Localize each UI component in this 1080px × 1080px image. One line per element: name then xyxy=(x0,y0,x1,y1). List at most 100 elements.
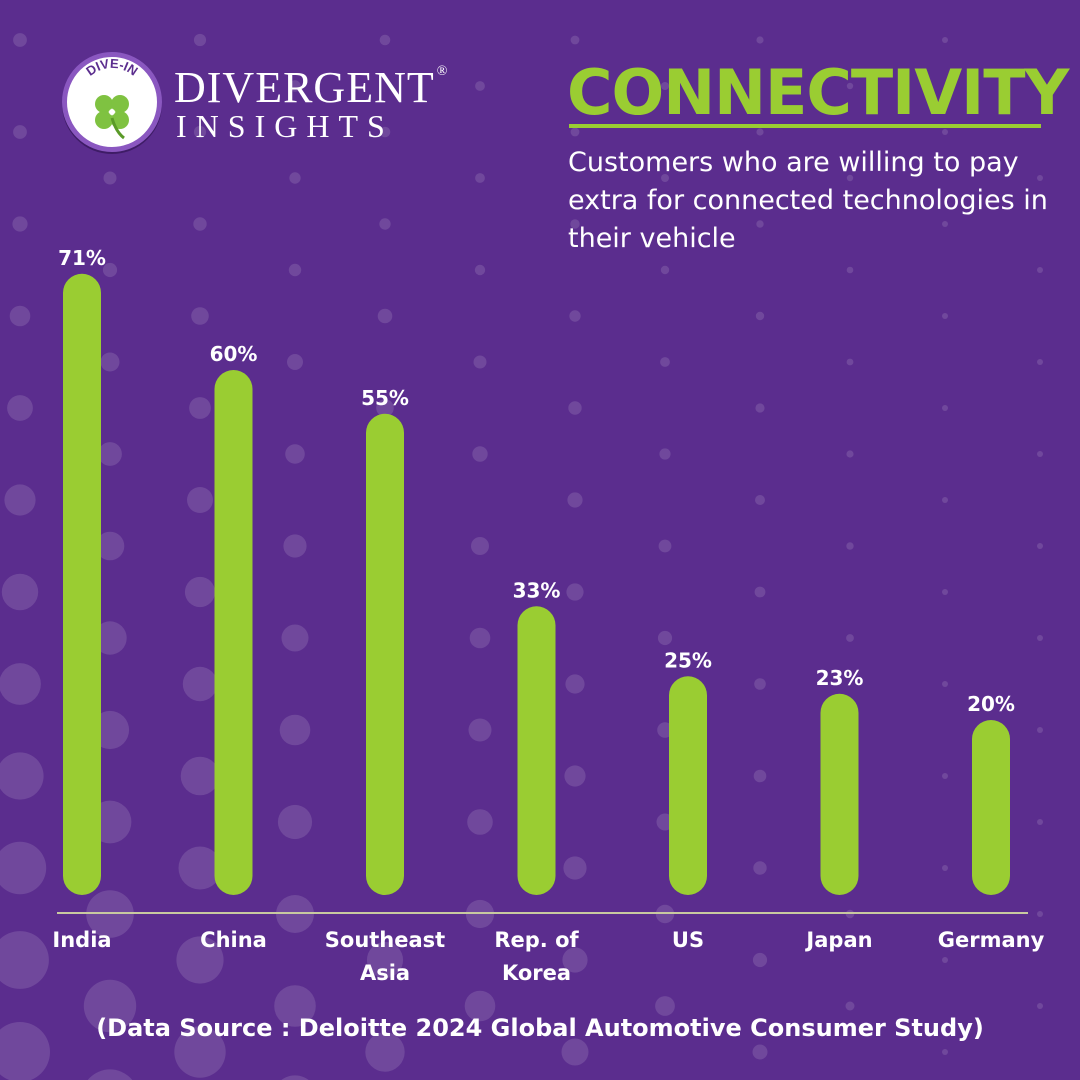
bar-value-label: 33% xyxy=(513,578,561,602)
background-dot xyxy=(472,446,488,462)
background-dot xyxy=(942,313,948,319)
background-dot xyxy=(655,996,675,1016)
background-dot xyxy=(754,586,766,598)
background-dot xyxy=(1037,359,1043,365)
background-dot xyxy=(174,1026,226,1078)
background-dot xyxy=(13,125,27,139)
background-dot xyxy=(1037,911,1043,917)
category-tick-label: Germany xyxy=(938,928,1045,952)
background-dot xyxy=(0,931,49,989)
background-dot xyxy=(756,128,764,136)
background-dot xyxy=(569,310,581,322)
chart-subtitle: Customers who are willing to pay extra f… xyxy=(568,147,1048,254)
title-underline xyxy=(569,124,1041,128)
background-dot xyxy=(1037,175,1043,181)
background-dot xyxy=(753,769,767,783)
background-dot xyxy=(658,539,672,553)
background-dot xyxy=(561,1038,589,1066)
background-dot xyxy=(845,1001,855,1011)
background-dot xyxy=(277,804,313,840)
background-dot xyxy=(193,33,207,47)
bar-value-label: 20% xyxy=(967,692,1015,716)
background-dot xyxy=(570,35,580,45)
category-tick-label: US xyxy=(672,928,704,952)
category-tick-label: India xyxy=(52,928,111,952)
background-dot xyxy=(83,979,137,1033)
background-dot xyxy=(942,1049,948,1055)
background-dot xyxy=(87,1069,133,1080)
background-dot xyxy=(0,752,44,800)
background-dot xyxy=(942,497,948,503)
background-dot xyxy=(100,352,120,372)
background-dot xyxy=(95,531,125,561)
background-dot xyxy=(846,266,854,274)
background-dot xyxy=(752,1044,768,1060)
background-dot xyxy=(469,627,491,649)
category-tick-label: Southeast xyxy=(325,928,445,952)
background-dot xyxy=(661,82,669,90)
background-dot xyxy=(178,846,222,890)
background-dot xyxy=(846,82,854,90)
bar-value-label: 55% xyxy=(361,386,409,410)
background-dot xyxy=(846,634,854,642)
background-dot xyxy=(468,718,492,742)
background-dot xyxy=(1037,83,1043,89)
background-dot xyxy=(187,487,213,513)
background-dot xyxy=(467,809,493,835)
background-dot xyxy=(942,129,948,135)
background-dot xyxy=(473,355,487,369)
background-dot xyxy=(942,589,948,595)
background-dot xyxy=(285,444,305,464)
background-dot xyxy=(942,865,948,871)
background-dot xyxy=(1037,819,1043,825)
background-dot xyxy=(942,37,948,43)
background-dot xyxy=(660,265,670,275)
background-dot xyxy=(274,985,316,1027)
background-dot xyxy=(846,174,854,182)
background-dot xyxy=(376,399,394,417)
background-dot xyxy=(193,125,207,139)
background-dot xyxy=(562,947,588,973)
background-dot xyxy=(281,1075,309,1080)
background-dot xyxy=(4,484,36,516)
bar-value-label: 71% xyxy=(58,246,106,270)
background-dot xyxy=(756,36,764,44)
bar xyxy=(820,693,859,895)
background-dot xyxy=(176,936,224,984)
background-dot xyxy=(754,678,766,690)
background-dot xyxy=(942,773,948,779)
background-dot xyxy=(1037,727,1043,733)
background-dot xyxy=(942,957,948,963)
background-dot xyxy=(1037,543,1043,549)
background-dot xyxy=(756,220,764,228)
background-dot xyxy=(98,442,122,466)
background-dot xyxy=(846,450,854,458)
background-dot xyxy=(279,714,311,746)
background-dot xyxy=(289,172,301,184)
background-dot xyxy=(474,264,486,276)
category-tick-label: Japan xyxy=(804,928,872,952)
background-dot xyxy=(13,33,27,47)
background-dot xyxy=(193,217,207,231)
background-dot xyxy=(182,666,218,702)
background-dot xyxy=(103,171,117,185)
background-dot xyxy=(281,624,309,652)
page-title: CONNECTIVITY xyxy=(567,56,1069,129)
background-dot xyxy=(377,308,393,324)
background-dot xyxy=(755,495,765,505)
background-dot xyxy=(9,305,31,327)
background-dot xyxy=(846,358,854,366)
background-dot xyxy=(753,861,767,875)
background-dot xyxy=(1,573,39,611)
background-dot xyxy=(0,663,41,705)
bar xyxy=(972,720,1010,895)
background-dot xyxy=(189,397,211,419)
bar xyxy=(366,413,404,895)
background-dot xyxy=(184,576,216,608)
category-tick-label: China xyxy=(200,928,267,952)
bar-value-label: 25% xyxy=(664,648,712,672)
background-dot xyxy=(0,1022,50,1080)
background-dot xyxy=(846,542,854,550)
